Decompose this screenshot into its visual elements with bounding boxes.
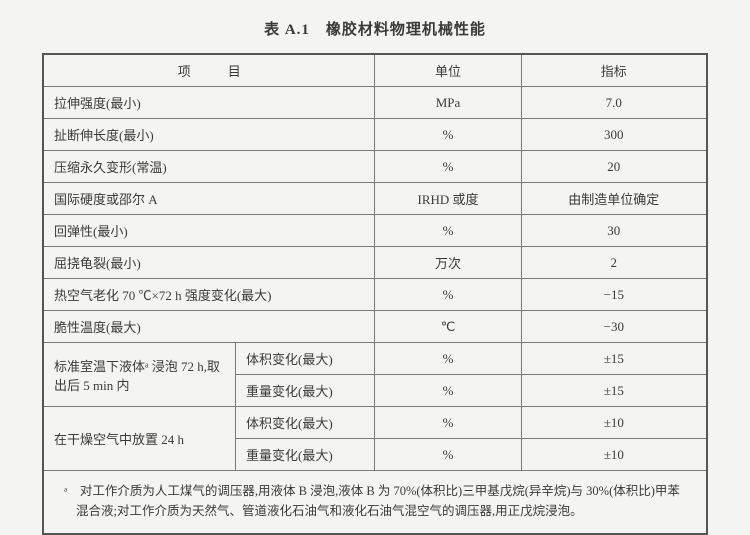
cell-unit: % bbox=[375, 439, 521, 471]
header-value: 指标 bbox=[521, 54, 707, 87]
header-item: 项 目 bbox=[43, 54, 375, 87]
table-title: 表 A.1 橡胶材料物理机械性能 bbox=[42, 18, 708, 39]
table-row: 国际硬度或邵尔 A IRHD 或度 由制造单位确定 bbox=[43, 183, 707, 215]
cell-value: 300 bbox=[521, 119, 707, 151]
table-row: 标准室温下液体ᵃ 浸泡 72 h,取出后 5 min 内 体积变化(最大) % … bbox=[43, 343, 707, 375]
table-header-row: 项 目 单位 指标 bbox=[43, 54, 707, 87]
cell-value: 30 bbox=[521, 215, 707, 247]
table-row: 脆性温度(最大) ℃ −30 bbox=[43, 311, 707, 343]
cell-item: 拉伸强度(最小) bbox=[43, 87, 375, 119]
cell-unit: IRHD 或度 bbox=[375, 183, 521, 215]
cell-unit: % bbox=[375, 407, 521, 439]
cell-group: 标准室温下液体ᵃ 浸泡 72 h,取出后 5 min 内 bbox=[43, 343, 236, 407]
cell-value: 20 bbox=[521, 151, 707, 183]
cell-item: 重量变化(最大) bbox=[236, 439, 375, 471]
footnote-text: ᵃ 对工作介质为人工煤气的调压器,用液体 B 浸泡,液体 B 为 70%(体积比… bbox=[56, 471, 706, 533]
cell-unit: 万次 bbox=[375, 247, 521, 279]
cell-value: ±10 bbox=[521, 407, 707, 439]
cell-unit: % bbox=[375, 119, 521, 151]
table-row: 拉伸强度(最小) MPa 7.0 bbox=[43, 87, 707, 119]
footnote-row: ᵃ 对工作介质为人工煤气的调压器,用液体 B 浸泡,液体 B 为 70%(体积比… bbox=[43, 471, 707, 535]
cell-group: 在干燥空气中放置 24 h bbox=[43, 407, 236, 471]
cell-value: 由制造单位确定 bbox=[521, 183, 707, 215]
table-row: 扯断伸长度(最小) % 300 bbox=[43, 119, 707, 151]
cell-item: 体积变化(最大) bbox=[236, 407, 375, 439]
table-row: 在干燥空气中放置 24 h 体积变化(最大) % ±10 bbox=[43, 407, 707, 439]
table-row: 屈挠龟裂(最小) 万次 2 bbox=[43, 247, 707, 279]
table-row: 回弹性(最小) % 30 bbox=[43, 215, 707, 247]
cell-value: ±15 bbox=[521, 375, 707, 407]
cell-unit: % bbox=[375, 343, 521, 375]
cell-item: 扯断伸长度(最小) bbox=[43, 119, 375, 151]
cell-item: 压缩永久变形(常温) bbox=[43, 151, 375, 183]
cell-unit: % bbox=[375, 151, 521, 183]
cell-item: 脆性温度(最大) bbox=[43, 311, 375, 343]
cell-item: 热空气老化 70 ℃×72 h 强度变化(最大) bbox=[43, 279, 375, 311]
cell-item: 屈挠龟裂(最小) bbox=[43, 247, 375, 279]
cell-item: 体积变化(最大) bbox=[236, 343, 375, 375]
cell-item: 回弹性(最小) bbox=[43, 215, 375, 247]
cell-unit: MPa bbox=[375, 87, 521, 119]
header-unit: 单位 bbox=[375, 54, 521, 87]
cell-unit: ℃ bbox=[375, 311, 521, 343]
cell-value: 2 bbox=[521, 247, 707, 279]
properties-table: 项 目 单位 指标 拉伸强度(最小) MPa 7.0 扯断伸长度(最小) % 3… bbox=[42, 53, 708, 535]
cell-unit: % bbox=[375, 215, 521, 247]
cell-unit: % bbox=[375, 375, 521, 407]
table-row: 热空气老化 70 ℃×72 h 强度变化(最大) % −15 bbox=[43, 279, 707, 311]
cell-value: −15 bbox=[521, 279, 707, 311]
cell-value: ±10 bbox=[521, 439, 707, 471]
cell-unit: % bbox=[375, 279, 521, 311]
cell-item: 国际硬度或邵尔 A bbox=[43, 183, 375, 215]
cell-value: −30 bbox=[521, 311, 707, 343]
cell-value: 7.0 bbox=[521, 87, 707, 119]
cell-value: ±15 bbox=[521, 343, 707, 375]
cell-item: 重量变化(最大) bbox=[236, 375, 375, 407]
table-row: 压缩永久变形(常温) % 20 bbox=[43, 151, 707, 183]
